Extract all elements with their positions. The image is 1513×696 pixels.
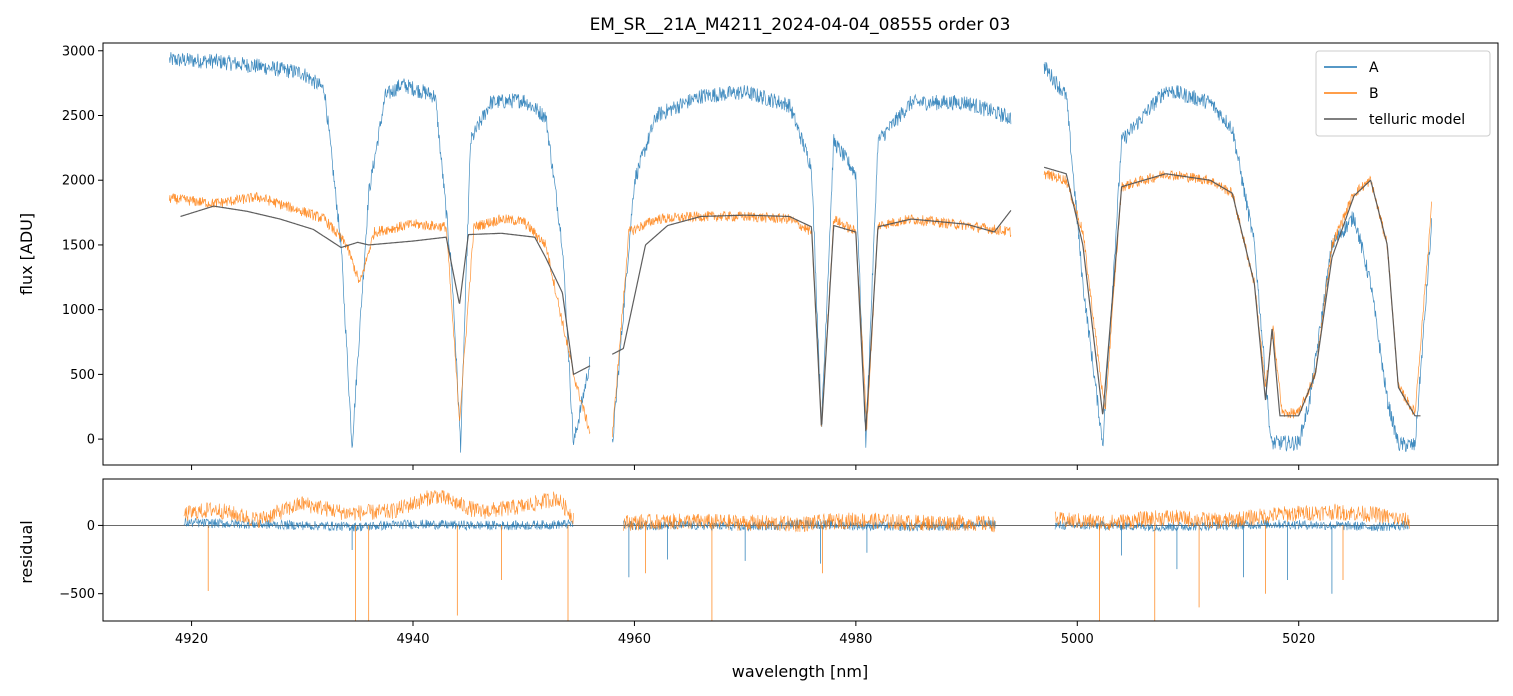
series-b-segment-0 [169, 191, 591, 435]
y-tick-label-1: 0 [87, 519, 95, 534]
flux-plot-frame [102, 42, 1499, 466]
y-tick-label-4: 2000 [62, 174, 95, 189]
flux-y-ticks: 0 500 1000 1500 2000 2500 3000 [62, 44, 103, 448]
series-telluric-model-segment-2 [1043, 166, 1421, 417]
x-tick-label-1: 4940 [396, 632, 429, 647]
residual-series-group [103, 490, 1498, 621]
series-b-segment-2 [1043, 170, 1432, 419]
residual-x-ticks: 4920 4940 4960 4980 5000 5020 [175, 621, 1315, 647]
series-a-segment-1 [623, 518, 996, 532]
legend-label-a: A [1369, 60, 1379, 76]
flux-panel: 0 500 1000 1500 2000 2500 3000 flux [ADU] [17, 42, 1499, 470]
y-tick-label-0: 0 [87, 433, 95, 448]
x-tick-label-2: 4960 [618, 632, 651, 647]
legend-box [1315, 50, 1491, 137]
y-tick-label-0: −500 [59, 587, 95, 602]
legend-label-b: B [1369, 86, 1379, 102]
series-a-segment-0 [183, 517, 574, 532]
residual-y-label: residual [17, 520, 36, 583]
series-b-segment-0 [183, 490, 574, 529]
series-b-segment-2 [1054, 503, 1410, 531]
y-tick-label-2: 1000 [62, 303, 95, 318]
x-tick-label-3: 4980 [839, 632, 872, 647]
series-telluric-model-segment-1 [611, 210, 1012, 432]
x-tick-label-5: 5020 [1282, 632, 1315, 647]
chart-title: EM_SR__21A_M4211_2024-04-04_08555 order … [590, 15, 1011, 35]
legend-label-telluric: telluric model [1369, 112, 1465, 128]
y-tick-label-3: 1500 [62, 238, 95, 253]
series-a-segment-0 [169, 52, 591, 453]
legend: A B telluric model [1315, 50, 1491, 137]
y-tick-label-1: 500 [70, 368, 95, 383]
residual-plot-frame [102, 478, 1499, 622]
flux-y-label: flux [ADU] [17, 213, 36, 295]
x-tick-label-4: 5000 [1061, 632, 1094, 647]
y-tick-label-5: 2500 [62, 109, 95, 124]
y-tick-label-6: 3000 [62, 44, 95, 59]
residual-y-ticks: −500 0 [59, 519, 103, 602]
series-b-segment-1 [623, 512, 996, 533]
x-tick-label-0: 4920 [175, 632, 208, 647]
x-axis-label: wavelength [nm] [732, 662, 869, 681]
flux-x-ticks [191, 465, 1300, 470]
series-telluric-model-segment-0 [180, 205, 591, 376]
series-a-segment-1 [611, 85, 1012, 448]
flux-series-group [169, 52, 1432, 453]
residual-panel: −5000 4920 4940 4960 4980 5000 5020 residual … [17, 478, 1499, 681]
series-b-segment-1 [611, 211, 1012, 438]
